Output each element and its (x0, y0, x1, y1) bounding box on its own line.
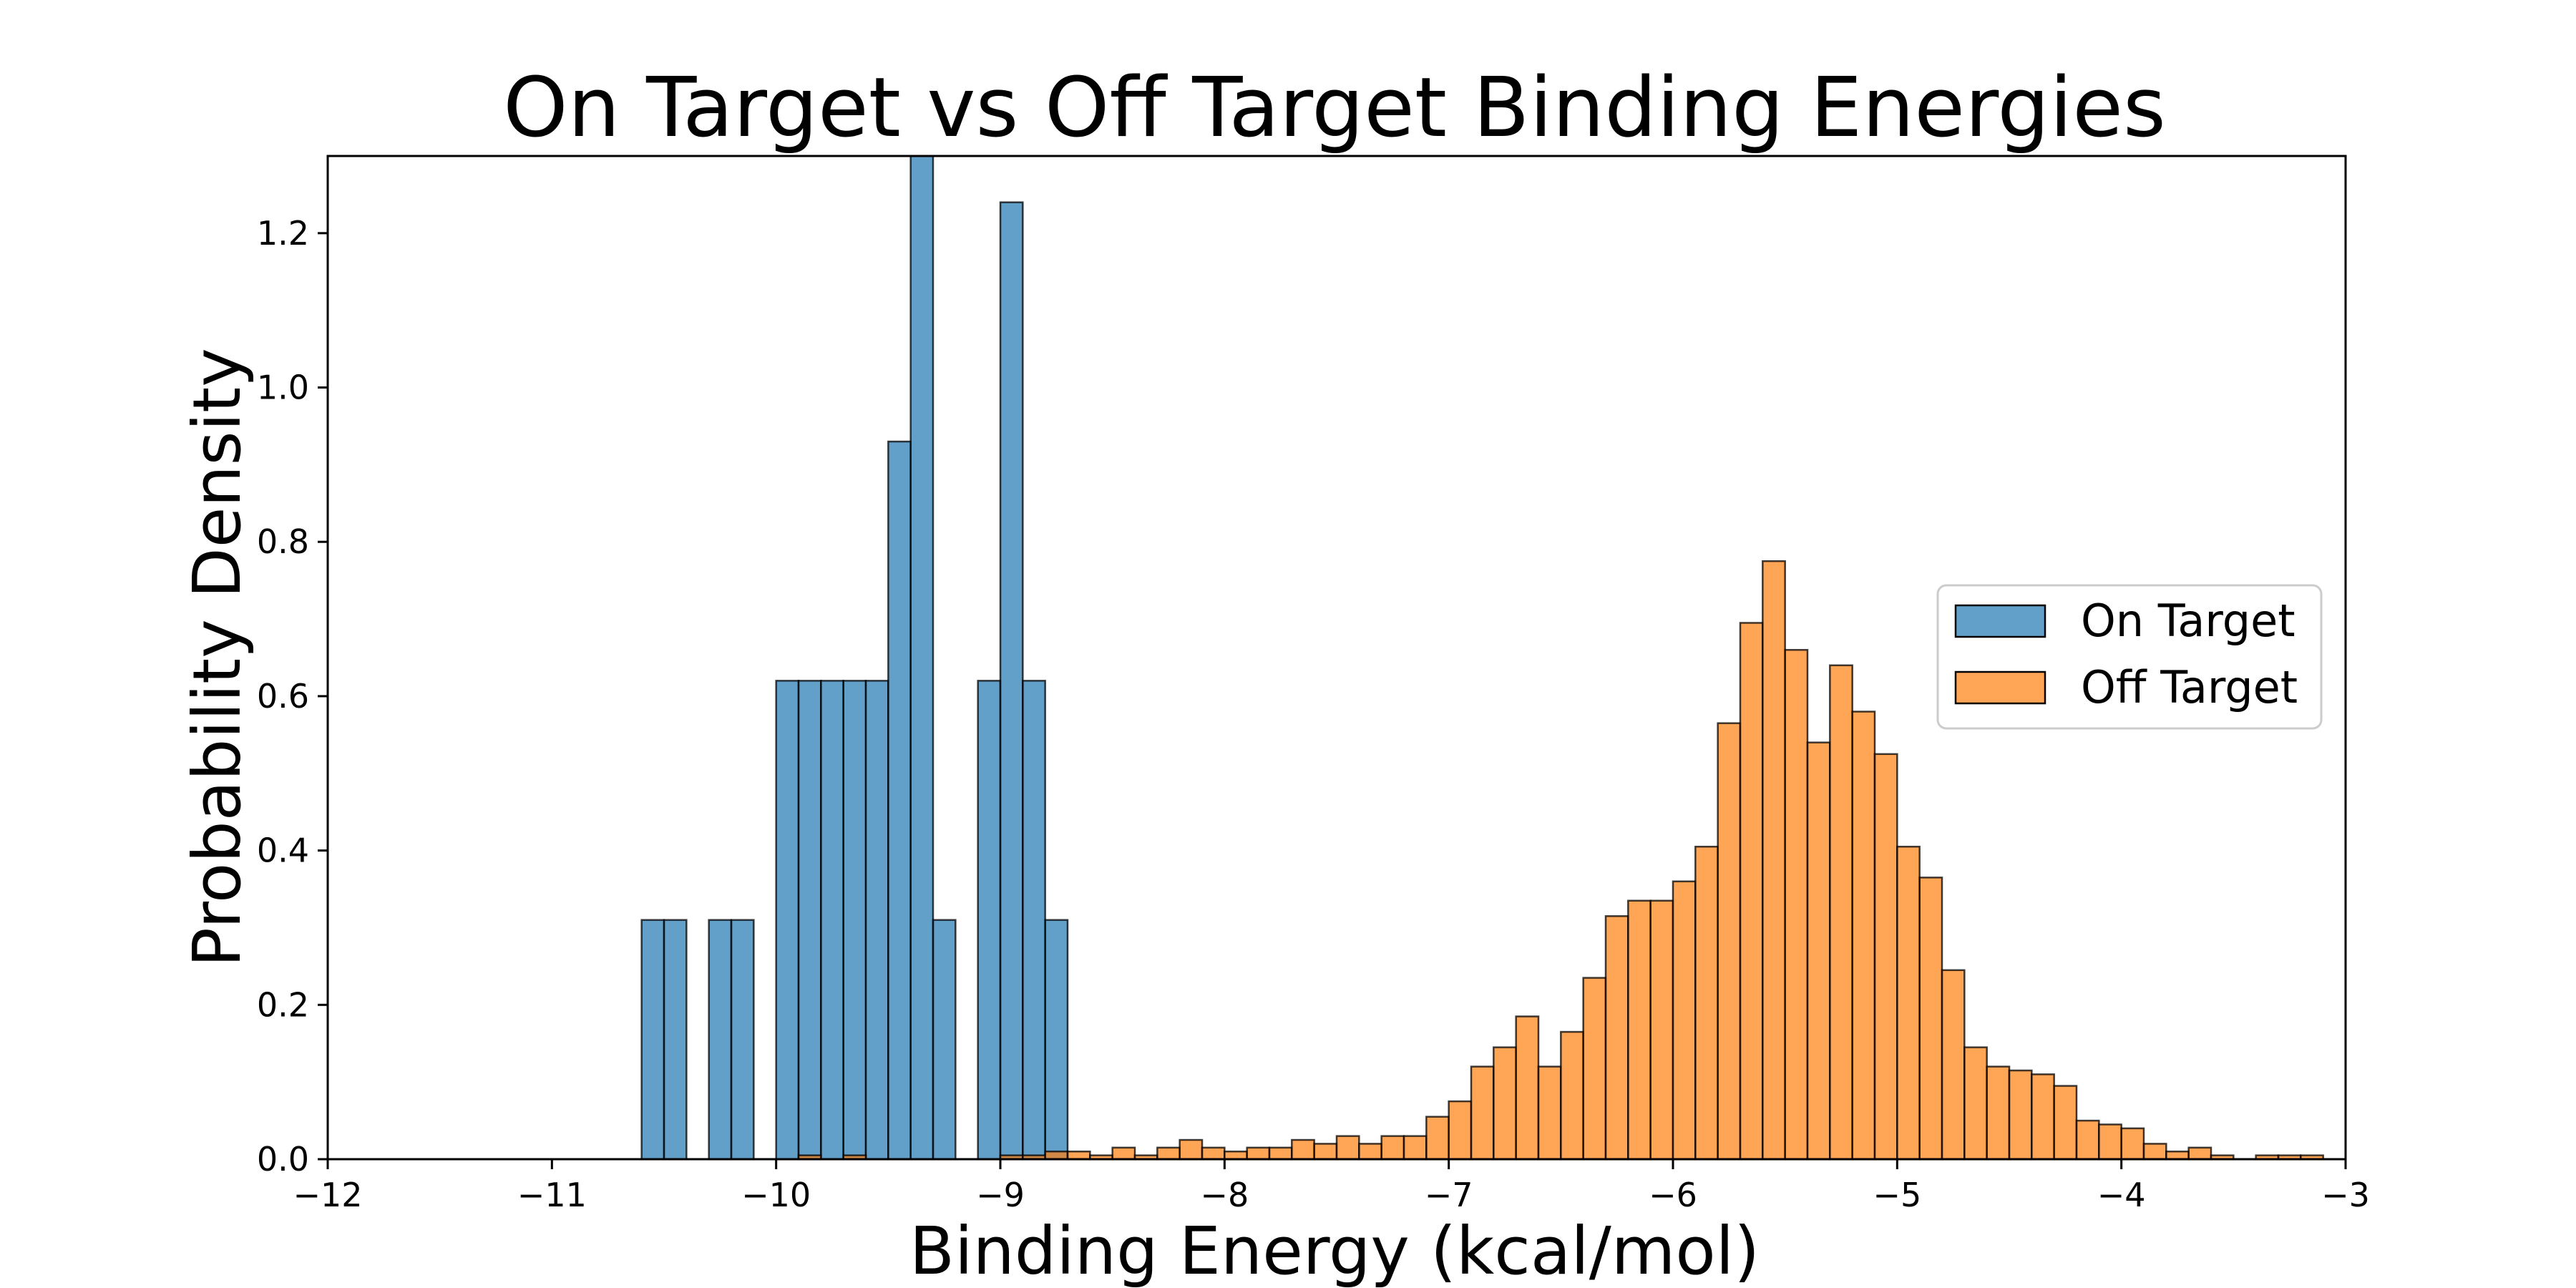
on-target-bar-7 (842, 680, 867, 1161)
off-target-bar-16 (1313, 1143, 1338, 1161)
off-target-bar-9 (1156, 1146, 1181, 1161)
legend-swatch-off-target (1954, 670, 2046, 705)
x-tick-label: −4 (2097, 1176, 2146, 1214)
off-target-bar-22 (1448, 1100, 1473, 1161)
off-target-bar-41 (1873, 753, 1898, 1161)
off-target-bar-24 (1493, 1046, 1517, 1161)
x-tick-label: −8 (1200, 1176, 1249, 1214)
off-target-bar-34 (1717, 722, 1742, 1161)
off-target-bar-21 (1425, 1116, 1450, 1161)
y-tick-label: 0.0 (257, 1140, 309, 1179)
off-target-bar-30 (1627, 899, 1652, 1161)
off-target-bar-20 (1402, 1135, 1428, 1161)
off-target-bar-55 (2187, 1146, 2212, 1161)
on-target-bar-9 (887, 440, 912, 1161)
off-target-bar-13 (1246, 1146, 1271, 1161)
off-target-bar-40 (1851, 711, 1876, 1161)
on-target-bar-15 (1044, 919, 1069, 1161)
off-target-bar-36 (1762, 560, 1786, 1161)
on-target-bar-13 (999, 201, 1024, 1161)
x-tick-label: −11 (517, 1176, 587, 1214)
off-target-bar-45 (1963, 1046, 1988, 1161)
off-target-bar-26 (1537, 1065, 1562, 1161)
off-target-bar-23 (1470, 1065, 1495, 1161)
on-target-bars (640, 155, 1069, 1161)
x-tick-label: −6 (1649, 1176, 1697, 1214)
chart-title: On Target vs Off Target Binding Energies (503, 60, 2166, 156)
plot-frame (326, 155, 2347, 1161)
on-target-bar-4 (775, 680, 800, 1161)
off-target-bar-39 (1829, 664, 1853, 1161)
y-tick-label: 0.2 (257, 985, 309, 1024)
off-target-bar-10 (1179, 1138, 1204, 1161)
legend: On Target Off Target (1936, 584, 2323, 730)
off-target-bar-49 (2053, 1085, 2078, 1161)
on-target-bar-11 (932, 919, 957, 1161)
off-target-bar-4 (1044, 1150, 1069, 1161)
x-tick-label: −7 (1425, 1176, 1473, 1214)
on-target-bar-3 (730, 919, 755, 1161)
off-target-bar-27 (1560, 1030, 1584, 1161)
off-target-bar-32 (1672, 880, 1697, 1161)
x-tick-label: −10 (741, 1176, 811, 1214)
off-target-bar-19 (1380, 1135, 1405, 1161)
off-target-bar-29 (1604, 915, 1629, 1161)
off-target-bar-35 (1739, 622, 1764, 1161)
off-target-bar-53 (2142, 1143, 2167, 1161)
x-tick-label: −12 (293, 1176, 362, 1214)
on-target-bar-14 (1022, 680, 1046, 1161)
off-target-bar-5 (1066, 1150, 1091, 1161)
off-target-bar-46 (1986, 1065, 2011, 1161)
on-target-bar-0 (640, 919, 665, 1161)
off-target-bar-54 (2165, 1150, 2190, 1161)
off-target-bar-51 (2098, 1123, 2122, 1161)
off-target-bar-42 (1896, 845, 1921, 1161)
legend-label-off-target: Off Target (2081, 661, 2298, 713)
legend-swatch-on-target (1954, 604, 2046, 638)
on-target-bar-6 (820, 680, 844, 1161)
legend-label-on-target: On Target (2081, 595, 2296, 647)
y-tick-label: 0.8 (257, 522, 309, 561)
off-target-bar-17 (1335, 1135, 1360, 1161)
off-target-bar-50 (2075, 1119, 2100, 1161)
x-axis-ticks: −12 −11 −10 −9 −8 −7 −6 −5 −4 −3 (293, 1159, 2370, 1214)
off-target-bar-52 (2120, 1127, 2145, 1161)
off-target-bar-43 (1918, 877, 1943, 1161)
off-target-bar-18 (1358, 1143, 1382, 1161)
y-tick-label: 1.2 (257, 214, 309, 253)
off-target-bar-14 (1268, 1146, 1293, 1161)
off-target-bar-25 (1515, 1015, 1540, 1161)
off-target-bar-48 (2031, 1073, 2055, 1161)
off-target-bar-44 (1941, 969, 1966, 1161)
on-target-bar-1 (663, 919, 688, 1161)
on-target-bar-8 (864, 680, 889, 1161)
x-axis-label: Binding Energy (kcal/mol) (909, 1213, 1760, 1288)
y-axis-ticks: 0.0 0.2 0.4 0.6 0.8 1.0 1.2 (257, 214, 328, 1179)
off-target-bar-33 (1694, 845, 1719, 1161)
on-target-bar-12 (977, 680, 1002, 1161)
off-target-bar-12 (1224, 1150, 1248, 1161)
y-axis-label: Probability Density (179, 348, 255, 967)
off-target-bar-7 (1111, 1146, 1136, 1161)
y-tick-label: 0.4 (257, 831, 309, 870)
x-tick-label: −9 (976, 1176, 1025, 1214)
off-target-bar-31 (1649, 899, 1674, 1161)
y-tick-label: 0.6 (257, 677, 309, 716)
off-target-bar-47 (2008, 1069, 2033, 1161)
off-target-bar-37 (1784, 648, 1809, 1161)
on-target-bar-10 (909, 155, 935, 1161)
y-tick-label: 1.0 (257, 369, 309, 407)
x-tick-label: −3 (2321, 1176, 2370, 1214)
off-target-bar-11 (1201, 1146, 1226, 1161)
off-target-bar-15 (1291, 1138, 1315, 1161)
x-tick-label: −5 (1873, 1176, 1921, 1214)
off-target-bar-28 (1582, 977, 1607, 1161)
on-target-bar-2 (708, 919, 733, 1161)
on-target-bar-5 (797, 680, 822, 1161)
off-target-bar-38 (1806, 741, 1831, 1161)
